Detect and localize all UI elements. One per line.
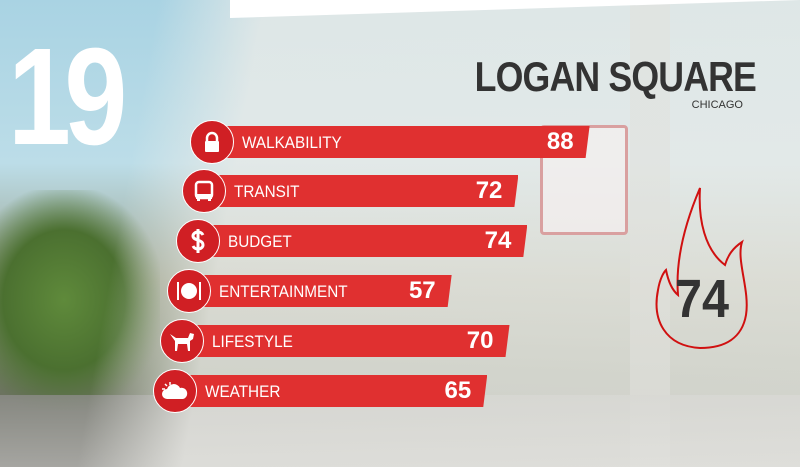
rank-number: 19 (8, 20, 127, 174)
score-value: 72 (475, 177, 503, 204)
category-label: WEATHER (205, 382, 281, 401)
plate-icon (167, 269, 211, 313)
category-label: LIFESTYLE (212, 332, 293, 351)
flame-icon (655, 187, 748, 350)
score-value: 57 (408, 277, 436, 304)
dog-icon (160, 319, 204, 363)
lock-icon (190, 120, 234, 164)
score-bar (175, 375, 487, 407)
score-bar (198, 225, 527, 257)
score-value: 70 (466, 327, 494, 354)
dollar-icon (176, 219, 220, 263)
score-bar (204, 175, 518, 207)
bus-icon (182, 169, 226, 213)
score-bar (189, 275, 452, 307)
category-label: WALKABILITY (242, 133, 342, 152)
city-label: CHICAGO (691, 99, 743, 111)
neighborhood-title: LOGAN SQUARE (474, 53, 757, 100)
category-label: BUDGET (228, 232, 292, 251)
category-label: TRANSIT (234, 182, 300, 201)
score-bar (212, 126, 590, 158)
score-value: 65 (444, 377, 472, 404)
weather-icon (153, 369, 197, 413)
category-label: ENTERTAINMENT (219, 282, 348, 301)
score-bar (182, 325, 510, 357)
score-value: 74 (484, 227, 512, 254)
overall-score: 74 (675, 269, 730, 329)
score-value: 88 (546, 128, 574, 155)
